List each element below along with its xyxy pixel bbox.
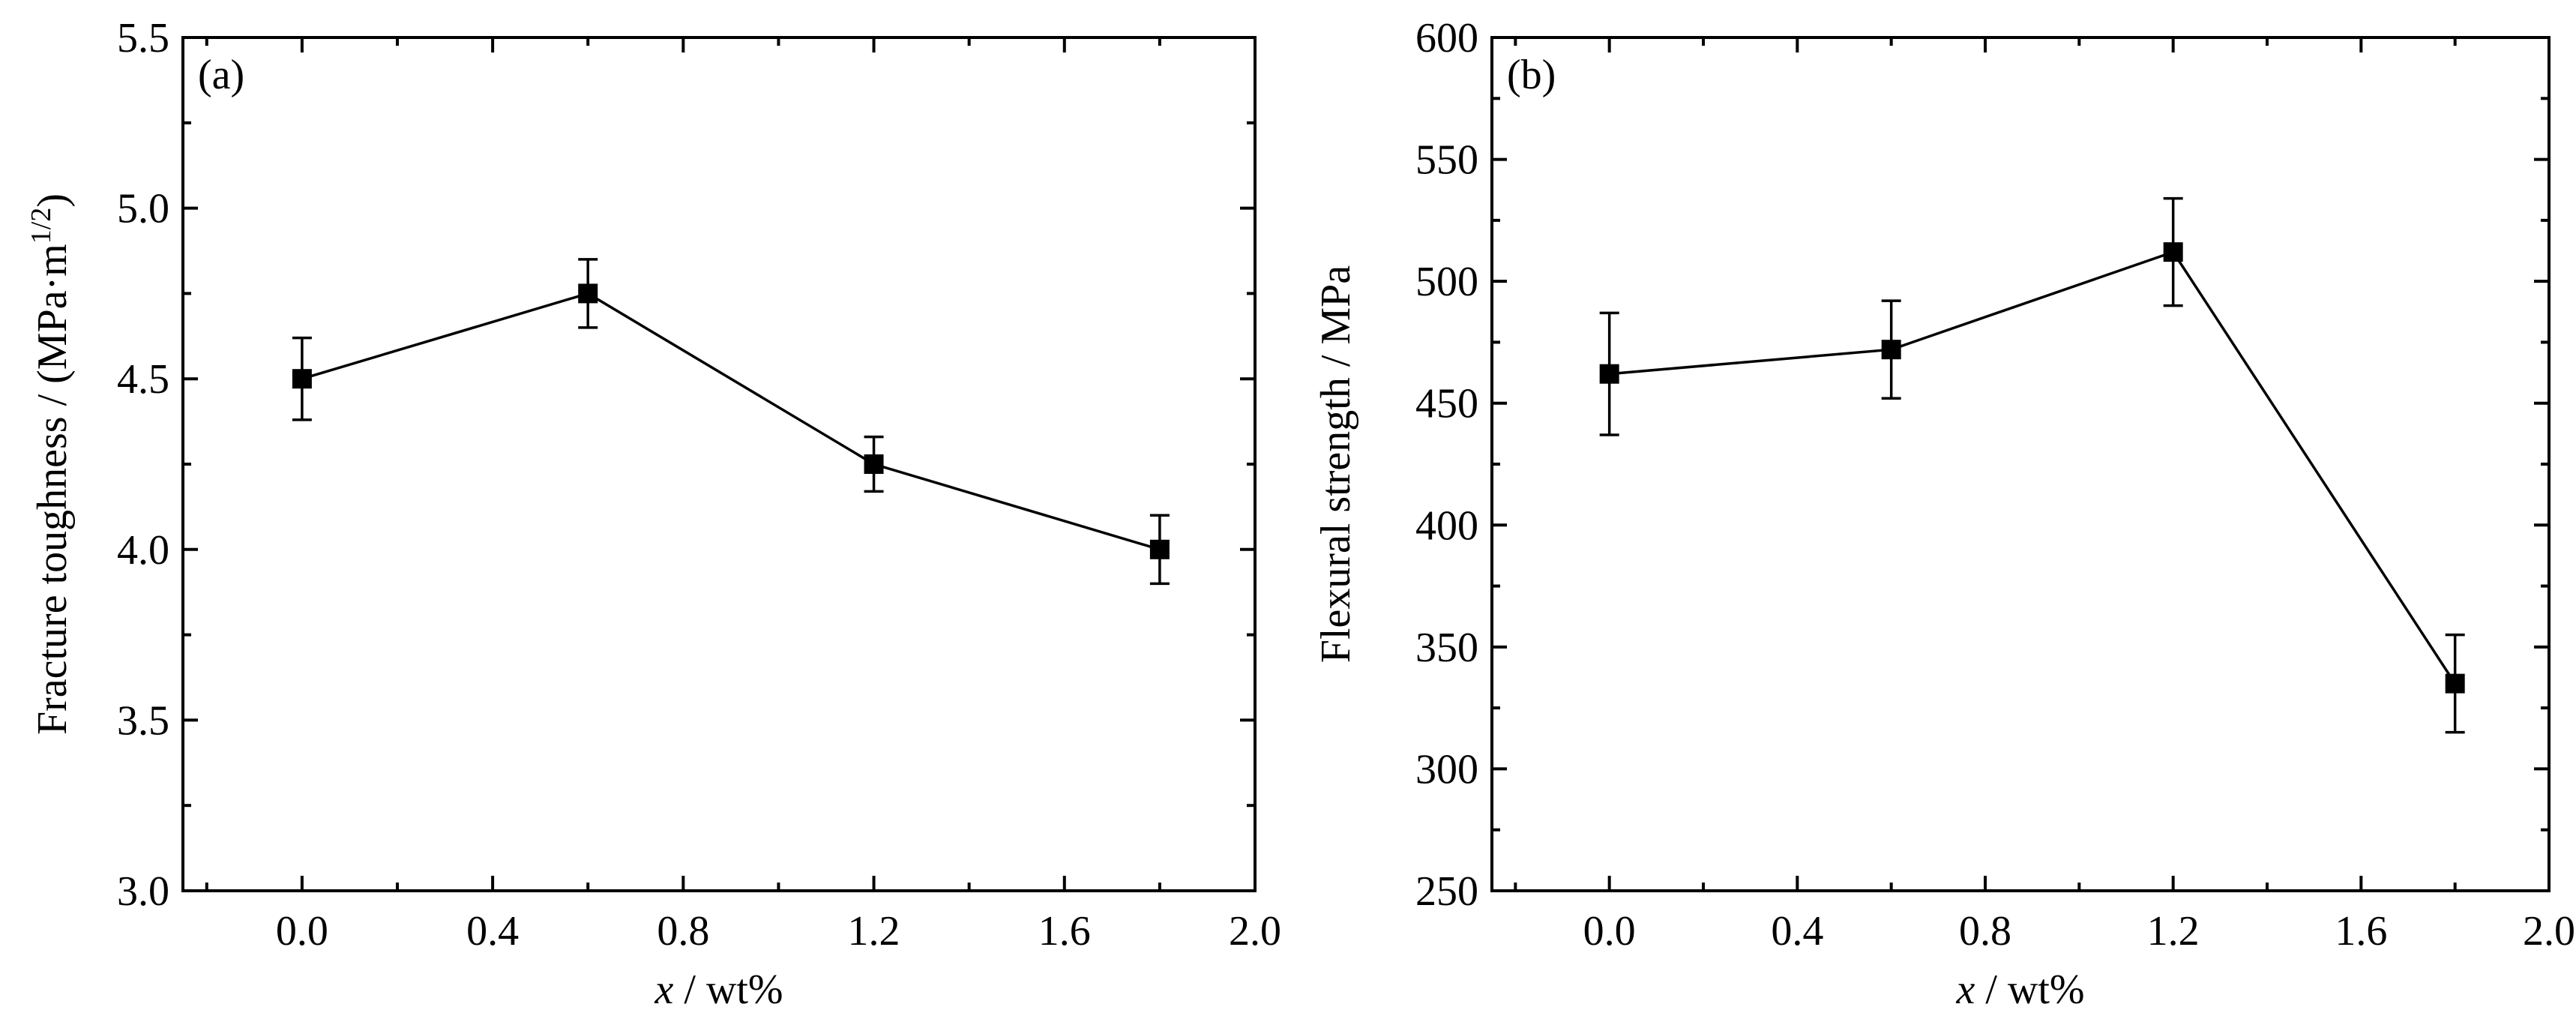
y-tick-label: 550: [1415, 137, 1478, 184]
y-axis-title-superscript: 1/2: [25, 208, 57, 244]
y-tick-label: 5.5: [117, 15, 169, 61]
y-tick-label: 500: [1415, 259, 1478, 305]
y-axis-title-close: ): [29, 193, 76, 208]
y-axis-title-main: Fracture toughness / (MPa·m: [29, 244, 76, 735]
x-tick-label: 2.0: [2523, 908, 2575, 955]
y-tick-label: 4.5: [117, 356, 169, 403]
data-point: [1599, 364, 1619, 384]
x-tick-label: 0.4: [1771, 908, 1823, 955]
y-axis-title-main: Flexural strength / MPa: [1313, 265, 1359, 664]
panel-label: (a): [198, 52, 244, 98]
y-tick-label: 300: [1415, 746, 1478, 793]
series-line: [301, 292, 1161, 551]
y-tick-label: 400: [1415, 502, 1478, 549]
x-tick-label: 1.2: [2147, 908, 2200, 955]
data-point: [864, 454, 884, 474]
data-point: [1149, 539, 1170, 559]
panel-b: 0.0 0.4 0.8 1.2 1.6 2.0 250 300 350 400 450 500 550 6…: [1313, 15, 2575, 1013]
y-tick-label: 4.0: [117, 527, 169, 574]
data-point: [2445, 673, 2465, 694]
x-axis-title: x / wt%: [654, 967, 783, 1013]
y-axis-title: Fracture toughness / (MPa·m1/2): [25, 193, 76, 735]
y-tick-label: 450: [1415, 381, 1478, 427]
y-tick-label: 3.5: [117, 697, 169, 744]
panel-a: 0.0 0.4 0.8 1.2 1.6 2.0 3.0 3.5 4.0 4.5 5.0 5.5 (a) x…: [25, 15, 1281, 1013]
series-line: [1609, 250, 2457, 685]
x-tick-label: 2.0: [1229, 908, 1281, 955]
data-point: [578, 283, 598, 304]
x-axis-variable: x: [654, 967, 673, 1013]
panel-label: (b): [1507, 52, 1556, 98]
y-tick-label: 350: [1415, 625, 1478, 671]
x-axis-title: x / wt%: [1955, 967, 2084, 1013]
x-tick-label: 1.6: [1038, 908, 1091, 955]
y-tick-label: 5.0: [117, 186, 169, 232]
x-axis-variable: x: [1955, 967, 1975, 1013]
x-tick-label: 1.6: [2335, 908, 2387, 955]
x-tick-label: 0.8: [1959, 908, 2011, 955]
plot-frame: [181, 36, 1257, 892]
y-axis-title: Flexural strength / MPa: [1313, 265, 1359, 664]
x-axis-unit: / wt%: [1975, 967, 2084, 1013]
x-axis-unit: / wt%: [673, 967, 783, 1013]
x-tick-label: 0.0: [276, 908, 328, 955]
y-tick-label: 600: [1415, 15, 1478, 61]
data-point: [292, 369, 312, 389]
x-tick-label: 0.8: [657, 908, 709, 955]
x-tick-label: 0.4: [466, 908, 519, 955]
x-tick-label: 1.2: [848, 908, 900, 955]
y-tick-label: 250: [1415, 868, 1478, 915]
plot-frame: [1490, 36, 2551, 892]
data-point: [1881, 340, 1901, 360]
x-tick-label: 0.0: [1583, 908, 1636, 955]
y-tick-label: 3.0: [117, 868, 169, 915]
data-point: [2163, 242, 2183, 262]
